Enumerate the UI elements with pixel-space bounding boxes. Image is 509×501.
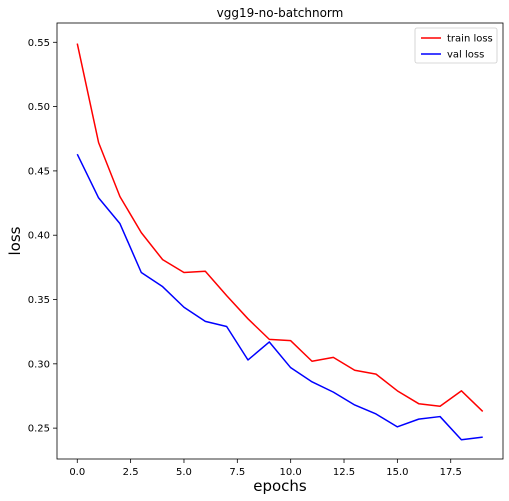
x-tick-label: 0.0: [69, 467, 85, 478]
x-tick-label: 12.5: [333, 467, 355, 478]
x-tick-label: 15.0: [386, 467, 408, 478]
series-line-val-loss: [76, 153, 483, 441]
x-tick-label: 2.5: [123, 467, 139, 478]
x-tick-label: 10.0: [280, 467, 302, 478]
axes-frame: [56, 22, 504, 460]
chart-title: vgg19-no-batchnorm: [217, 6, 344, 20]
y-tick-label: 0.40: [28, 231, 50, 242]
y-tick-label: 0.25: [28, 424, 50, 435]
plot-area: 0.0 2.5 5.0 7.5 10.0 12.5 15.0 17.5 0.25 0.30 0.35…: [28, 22, 504, 478]
y-tick-label: 0.35: [28, 295, 50, 306]
y-tick-label: 0.55: [28, 38, 50, 49]
x-axis-title: epochs: [253, 477, 307, 495]
y-tick-label: 0.45: [28, 166, 50, 177]
x-tick-label: 5.0: [176, 467, 192, 478]
x-tick-label: 17.5: [440, 467, 462, 478]
legend-label: val loss: [447, 50, 484, 61]
legend: train loss val loss: [414, 27, 498, 64]
x-tick-label: 7.5: [229, 467, 245, 478]
y-axis-title: loss: [6, 226, 24, 255]
y-tick-label: 0.30: [28, 359, 50, 370]
legend-label: train loss: [447, 34, 493, 45]
series-line-train-loss: [76, 43, 484, 412]
y-tick-label: 0.50: [28, 102, 50, 113]
